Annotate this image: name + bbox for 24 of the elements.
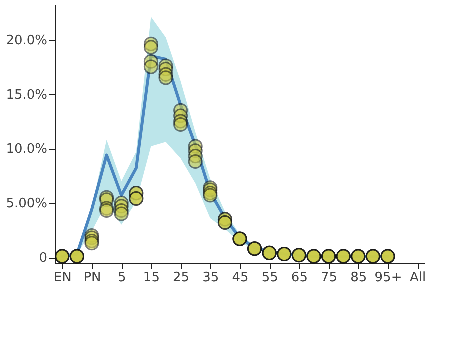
x-tick-label: All xyxy=(410,270,426,286)
x-tick-label: 55 xyxy=(262,270,278,286)
point xyxy=(174,117,188,132)
y-tick-label: 0 xyxy=(39,251,48,266)
x-tick-label: 85 xyxy=(350,270,368,286)
x-tick-label: 35 xyxy=(202,270,220,286)
point xyxy=(188,154,203,170)
x-tick-label: 45 xyxy=(232,270,249,286)
point xyxy=(158,70,174,86)
x-tick-label: 5 xyxy=(118,270,126,286)
x-tick-label: 25 xyxy=(173,270,190,286)
x-tick-label: EN xyxy=(54,270,72,286)
y-tick-label: 5.00% xyxy=(6,196,48,212)
y-tick-label: 20.0% xyxy=(6,33,48,48)
x-tick-label: 65 xyxy=(291,270,308,286)
x-tick-label: PN xyxy=(84,270,102,286)
x-tick-label: 75 xyxy=(321,270,338,286)
y-tick-label: 10.0% xyxy=(6,142,48,158)
point xyxy=(144,40,158,55)
point xyxy=(114,206,129,222)
x-tick-label: 15 xyxy=(143,270,160,286)
x-tick-label: 95+ xyxy=(374,270,402,286)
point xyxy=(144,60,158,74)
y-tick-label: 15.0% xyxy=(6,88,48,103)
